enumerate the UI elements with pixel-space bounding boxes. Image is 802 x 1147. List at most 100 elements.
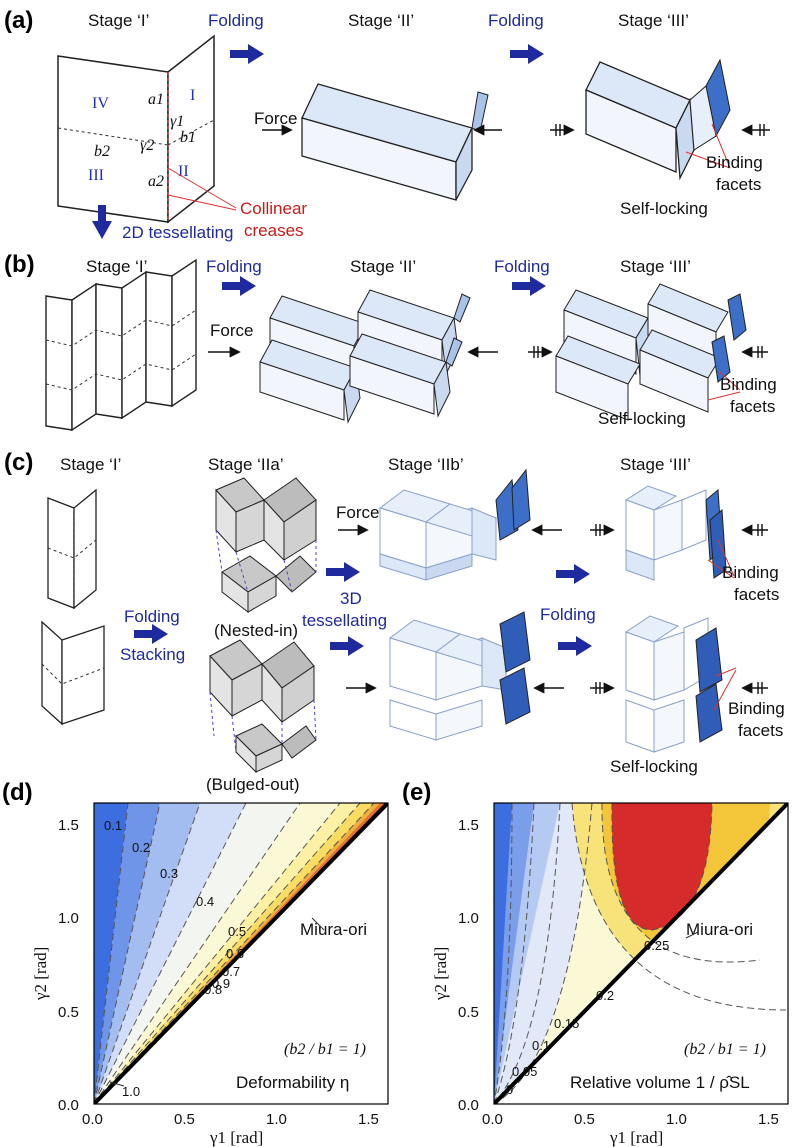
chart-d-label: (d) [2,779,33,806]
chart-d-contour-label: 0.4 [196,894,214,909]
sym-b1: b1 [180,129,196,146]
panel-a-folding-1: Folding [208,11,264,30]
chart-d-contour-label: 0.1 [104,818,122,833]
chart-d-ytick: 0.5 [58,1004,79,1021]
arrow-icon [512,276,546,296]
sym-gamma1: γ1 [170,113,184,130]
panel-c-stacking: Stacking [120,645,185,664]
stage-3-blocks [555,283,747,421]
chart-e-condition: (b2 / b1 = 1) [684,1041,766,1058]
panel-c-binding-1: Binding [722,563,779,582]
chart-e-xtick: 0.0 [482,1111,503,1128]
panel-a-stage-1: Stage ‘I’ [88,11,149,30]
chart-d-contour-label: 1.0 [122,1084,140,1099]
panel-b-folding-2: Folding [494,257,550,276]
chart-e-contour-label: 0.15 [554,1016,579,1031]
panel-c-label: (c) [4,449,33,476]
blocking-marker-icon [550,124,575,136]
chart-e-ytick: 0.5 [458,1004,479,1021]
panel-b-self-locking: Self-locking [598,409,686,428]
tessellating-word-label: tessellating [302,611,387,630]
chart-e-xtick: 1.0 [666,1111,687,1128]
panel-c-binding-2: facets [734,585,779,604]
nested-in-label: (Nested-in) [214,621,298,640]
chart-d-xtick: 0.5 [174,1111,195,1128]
blocking-marker-icon [590,682,615,694]
sym-a2: a2 [148,173,164,190]
chart-e-ytick: 0.0 [458,1097,479,1114]
blocking-marker-icon [741,124,770,136]
bulged-out-label: (Bulged-out) [206,775,300,794]
panel-c-stage-2b: Stage ‘IIb’ [388,455,464,474]
sym-b2: b2 [94,143,110,160]
panel-b-binding-2: facets [730,397,775,416]
panel-c-stage-1: Stage ‘I’ [60,455,121,474]
chart-e-miura-label: Miura-ori [686,920,753,939]
blocking-marker-icon [741,682,768,694]
stage-3-block [585,58,731,181]
region-iv: IV [92,95,109,112]
chart-e-contour-label: 0.05 [512,1064,537,1079]
panel-c-binding2-2: facets [738,721,783,740]
stage-2b-lower [388,611,531,741]
panel-b: (b) Stage ‘I’ Stage ‘II’ Stage ‘III’ Fol… [4,251,777,432]
chart-e-ytick: 1.5 [458,817,479,834]
chart-d-xlabel: γ1 [rad] [209,1128,263,1147]
chart-e-quantity: Relative volume 1 / ρ̂SL [570,1073,750,1092]
chart-d-condition: (b2 / b1 = 1) [284,1041,366,1058]
chart-e: (e) 0.25 0.2 0.15 0.1 0.05 0 [402,779,789,1147]
arrow-icon [510,44,544,64]
panel-c-binding2-1: Binding [728,699,785,718]
blocking-marker-icon [741,346,768,358]
panel-c-folding-2: Folding [540,605,596,624]
chart-e-ytick: 1.0 [458,910,479,927]
stage-3-lower [624,615,737,753]
tessellating-label: 2D tessellating [122,223,234,242]
chart-d-xtick: 1.0 [266,1111,287,1128]
chart-d-ytick: 0.0 [58,1097,79,1114]
panel-b-stage-3: Stage ‘III’ [620,257,691,276]
arrow-icon [558,636,592,656]
chart-d-contour-label: 0.8 [204,982,222,997]
panel-b-folding-1: Folding [206,257,262,276]
chart-d: (d) 0.1 0.2 0.3 [2,779,389,1147]
panel-b-label: (b) [4,251,35,278]
blocking-marker-icon [528,346,553,358]
panel-a-stage-2: Stage ‘II’ [348,11,414,30]
sym-a1: a1 [148,91,164,108]
chart-d-xtick: 0.0 [82,1111,103,1128]
panel-c-self-locking: Self-locking [610,757,698,776]
arrow-icon [222,276,256,296]
blocking-marker-icon [590,524,615,536]
panel-a-binding-1: Binding [706,153,763,172]
panel-a: (a) Stage ‘I’ Stage ‘II’ Stage ‘III’ Fol… [4,7,770,242]
chart-d-xtick: 1.5 [358,1111,379,1128]
chart-e-contour-label: 0.25 [644,938,669,953]
region-ii: II [178,163,189,180]
arrow-icon [556,564,590,584]
panel-b-force: Force [210,321,253,340]
panel-c-force: Force [336,503,379,522]
chart-e-xtick: 1.5 [758,1111,779,1128]
panel-a-self-locking: Self-locking [620,199,708,218]
panel-c-stage-2a: Stage ‘IIa’ [208,455,284,474]
chart-d-contours [94,803,388,1104]
stage-2-blocks [259,289,471,424]
stage-1-tessellated-sheet [45,258,197,432]
chart-d-ytick: 1.0 [58,910,79,927]
stage-3-upper [624,485,735,581]
arrow-icon [230,44,264,64]
chart-d-contour-label: 0.2 [132,840,150,855]
chart-e-contours [494,803,788,1104]
stage-2a-nested [215,477,317,614]
region-iii: III [88,167,104,184]
chart-d-contour-label: 0.9 [212,976,230,991]
panel-a-stage-3: Stage ‘III’ [618,11,689,30]
chart-d-ylabel: γ2 [rad] [31,947,50,1001]
panel-b-stage-2: Stage ‘II’ [350,257,416,276]
arrow-icon [134,624,168,644]
stage-1-unit-top [47,488,97,610]
blocking-marker-icon [741,524,768,536]
chart-e-label: (e) [402,779,431,806]
